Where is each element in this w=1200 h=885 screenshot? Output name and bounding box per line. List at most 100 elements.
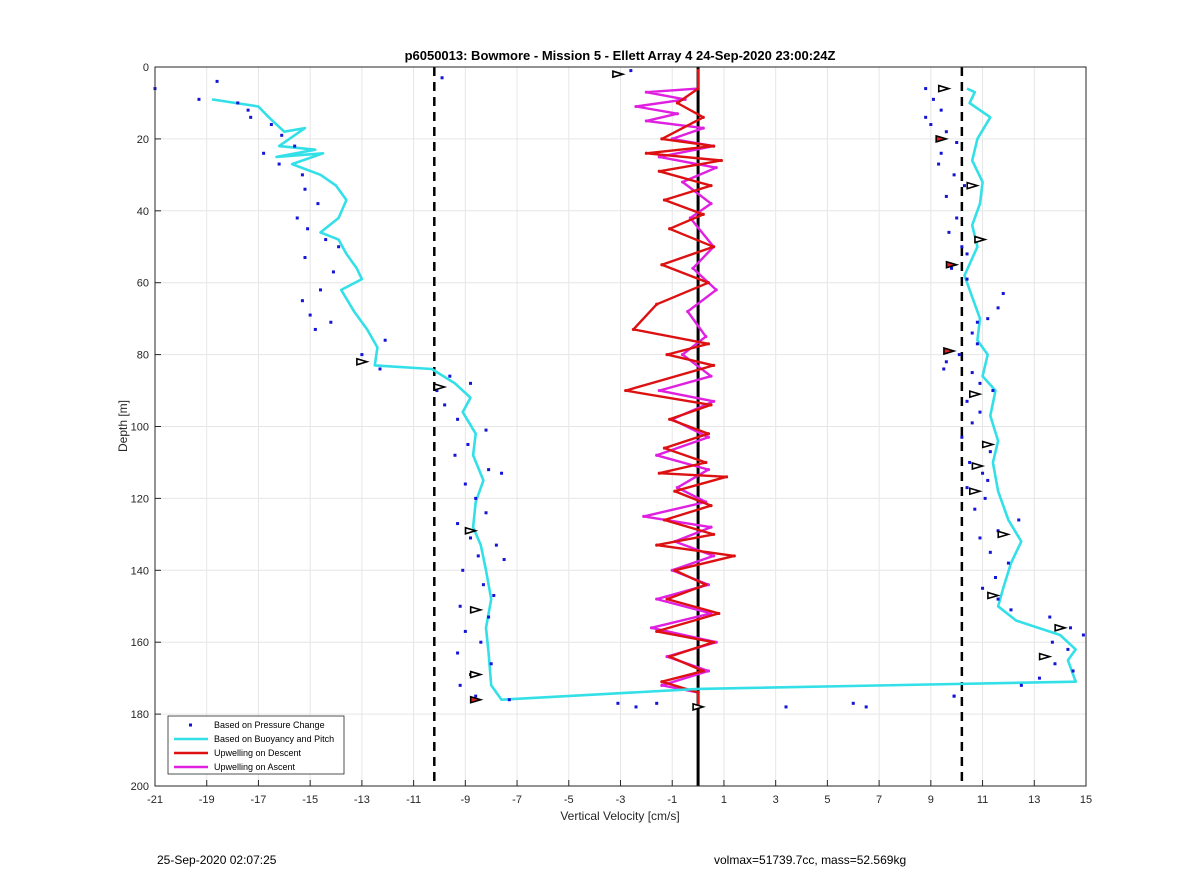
pressure-change-point xyxy=(975,342,979,346)
x-tick-label: -19 xyxy=(199,794,215,806)
pressure-change-point xyxy=(988,450,992,454)
pressure-change-point xyxy=(970,421,974,425)
pressure-change-point xyxy=(300,299,304,303)
pressure-change-point xyxy=(215,79,219,83)
footer-timestamp: 25-Sep-2020 02:07:25 xyxy=(157,853,277,867)
upwelling-point xyxy=(657,471,661,475)
upwelling-point xyxy=(712,532,716,536)
upwelling-point xyxy=(701,212,705,216)
open-triangle-marker xyxy=(971,461,986,471)
pressure-change-point xyxy=(986,478,990,482)
x-tick-label: 3 xyxy=(773,794,779,806)
pressure-change-point xyxy=(996,597,1000,601)
upwelling-point xyxy=(709,503,713,508)
upwelling-point xyxy=(649,626,654,630)
pressure-change-point xyxy=(931,97,935,101)
pressure-change-point xyxy=(500,471,504,475)
upwelling-point xyxy=(655,629,659,634)
pressure-change-point xyxy=(236,101,240,105)
open-triangle-marker xyxy=(974,235,988,244)
pressure-change-point xyxy=(484,428,488,432)
upwelling-point xyxy=(719,158,723,163)
pressure-change-point xyxy=(957,353,961,357)
pressure-change-point xyxy=(303,256,307,260)
upwelling-on-descentseries-line xyxy=(624,70,736,707)
pressure-change-point xyxy=(960,245,964,249)
upwelling-point xyxy=(660,263,664,267)
pressure-change-point xyxy=(331,270,335,274)
pressure-change-point xyxy=(360,353,364,357)
upwelling-point xyxy=(644,119,648,123)
upwelling-point xyxy=(644,90,648,94)
open-triangle-marker xyxy=(464,526,479,535)
upwelling-point xyxy=(665,597,669,601)
upwelling-point xyxy=(665,353,669,357)
upwelling-point xyxy=(624,388,628,393)
open-triangle-marker xyxy=(469,670,484,679)
pressure-change-point xyxy=(481,583,485,587)
upwelling-point xyxy=(662,198,667,202)
pressure-change-point xyxy=(308,313,312,317)
pressure-change-point xyxy=(474,496,478,500)
pressure-change-point xyxy=(939,108,943,112)
pressure-change-point xyxy=(955,216,959,220)
pressure-change-point xyxy=(924,87,928,91)
pressure-change-point xyxy=(484,511,488,515)
y-tick-label: 0 xyxy=(143,62,149,74)
open-triangle-marker xyxy=(987,591,1001,600)
pressure-change-point xyxy=(1017,518,1021,522)
filled-triangle-marker xyxy=(945,260,960,269)
open-triangle-marker xyxy=(966,181,980,190)
pressure-change-point xyxy=(939,151,943,155)
upwelling-point xyxy=(706,342,711,346)
pressure-change-point xyxy=(337,245,341,249)
y-tick-label: 100 xyxy=(131,422,149,434)
upwelling-point xyxy=(712,554,716,558)
upwelling-point xyxy=(655,453,659,457)
pressure-change-point xyxy=(965,252,969,256)
pressure-change-point xyxy=(466,442,470,446)
pressure-change-point xyxy=(944,194,948,198)
upwelling-point xyxy=(675,101,679,105)
upwelling-point xyxy=(701,126,705,130)
x-tick-label: -15 xyxy=(302,794,318,806)
x-tick-label: 5 xyxy=(824,794,830,806)
x-axis-label: Vertical Velocity [cm/s] xyxy=(560,809,679,823)
upwelling-point xyxy=(706,583,711,587)
pressure-change-point xyxy=(453,453,457,457)
pressure-change-point xyxy=(970,331,974,335)
upwelling-point xyxy=(706,435,711,439)
pressure-change-point xyxy=(960,435,964,439)
upwelling-point xyxy=(642,514,646,518)
upwelling-point xyxy=(668,417,672,421)
pressure-change-point xyxy=(461,568,465,572)
pressure-change-point xyxy=(319,288,323,292)
upwelling-point xyxy=(712,363,716,367)
pressure-change-point xyxy=(965,277,969,281)
pressure-change-point xyxy=(944,360,948,364)
pressure-change-point xyxy=(937,162,941,166)
pressure-change-point xyxy=(991,389,995,393)
open-triangle-marker xyxy=(612,70,626,79)
upwelling-point xyxy=(706,432,711,436)
chart-title: p6050013: Bowmore - Mission 5 - Ellett A… xyxy=(405,48,836,63)
upwelling-point xyxy=(701,669,705,673)
open-triangle-marker xyxy=(997,530,1012,539)
upwelling-point xyxy=(670,568,674,572)
pressure-change-point xyxy=(947,230,951,234)
pressure-change-point xyxy=(197,97,201,101)
pressure-change-point xyxy=(300,173,304,177)
upwelling-point xyxy=(712,245,716,249)
open-triangle-marker xyxy=(1054,623,1068,632)
pressure-change-point xyxy=(965,399,969,403)
y-axis-label: Depth [m] xyxy=(116,400,130,452)
pressure-change-point xyxy=(293,144,297,148)
pressure-change-point xyxy=(986,317,990,321)
legend: Based on Pressure Change Based on Buoyanc… xyxy=(167,715,345,775)
pressure-change-point xyxy=(944,130,948,134)
pressure-change-point xyxy=(492,593,496,597)
pressure-change-point xyxy=(269,123,273,127)
legend-label: Upwelling on Ascent xyxy=(214,762,296,772)
x-tick-label: -5 xyxy=(564,794,574,806)
pressure-change-point xyxy=(975,320,979,324)
